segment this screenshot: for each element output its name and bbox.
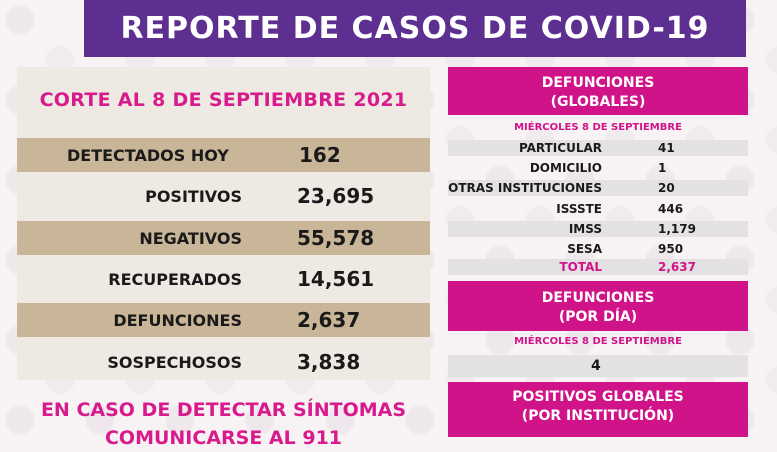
institution-row: ISSSTE 446 bbox=[448, 201, 748, 217]
institution-label: SESA bbox=[567, 242, 602, 256]
warning-line-2: COMUNICARSE AL 911 bbox=[104, 427, 343, 449]
institution-value: 41 bbox=[658, 141, 675, 155]
institution-row: OTRAS INSTITUCIONES 20 bbox=[448, 180, 748, 196]
stat-value: 23,695 bbox=[297, 184, 375, 208]
stat-value: 162 bbox=[299, 143, 341, 167]
institution-value: 20 bbox=[658, 181, 675, 195]
institution-row: SESA 950 bbox=[448, 241, 748, 257]
stat-label: SOSPECHOSOS bbox=[107, 352, 242, 372]
title-text: REPORTE DE CASOS DE COVID-19 bbox=[120, 11, 710, 46]
daily-deaths-title: DEFUNCIONES bbox=[541, 290, 655, 306]
stat-label: DEFUNCIONES bbox=[113, 310, 242, 330]
institution-row: DOMICILIO 1 bbox=[448, 160, 748, 176]
global-deaths-title: DEFUNCIONES bbox=[541, 75, 655, 91]
global-deaths-subtitle: (GLOBALES) bbox=[550, 94, 646, 110]
institution-value: 1 bbox=[658, 161, 667, 175]
institution-value: 950 bbox=[658, 242, 684, 256]
stat-row-suspected: SOSPECHOSOS 3,838 bbox=[17, 345, 430, 379]
daily-deaths-value: 4 bbox=[591, 358, 601, 374]
total-label: TOTAL bbox=[559, 260, 602, 274]
stat-row-negative: NEGATIVOS 55,578 bbox=[17, 221, 430, 255]
global-deaths-header: DEFUNCIONES (GLOBALES) bbox=[448, 67, 748, 115]
institution-value: 446 bbox=[658, 202, 684, 216]
stat-row-detected: DETECTADOS HOY 162 bbox=[17, 138, 430, 172]
positive-by-institution-header: POSITIVOS GLOBALES (POR INSTITUCIÓN) bbox=[448, 382, 748, 437]
stat-row-deaths: DEFUNCIONES 2,637 bbox=[17, 303, 430, 337]
symptom-warning: EN CASO DE DETECTAR SÍNTOMAS COMUNICARSE… bbox=[17, 396, 430, 452]
positive-subtitle: (POR INSTITUCIÓN) bbox=[521, 408, 675, 424]
daily-deaths-header: DEFUNCIONES (POR DÍA) bbox=[448, 281, 748, 331]
cutoff-date: CORTE AL 8 DE SEPTIEMBRE 2021 bbox=[39, 89, 408, 111]
stat-label: POSITIVOS bbox=[145, 186, 242, 206]
institution-total-row: TOTAL 2,637 bbox=[448, 259, 748, 275]
daily-deaths-row: 4 bbox=[448, 355, 748, 377]
institution-label: PARTICULAR bbox=[518, 141, 602, 155]
daily-deaths-subtitle: (POR DÍA) bbox=[558, 309, 638, 325]
daily-deaths-date: MIÉRCOLES 8 DE SEPTIEMBRE bbox=[514, 336, 682, 347]
page-title: REPORTE DE CASOS DE COVID-19 bbox=[84, 0, 746, 57]
warning-line-1: EN CASO DE DETECTAR SÍNTOMAS bbox=[40, 399, 407, 421]
stat-value: 3,838 bbox=[297, 350, 361, 374]
stat-value: 55,578 bbox=[297, 226, 375, 250]
stat-label: DETECTADOS HOY bbox=[67, 145, 229, 165]
stat-row-positive: POSITIVOS 23,695 bbox=[17, 179, 430, 213]
institution-label: DOMICILIO bbox=[529, 161, 602, 175]
stat-label: RECUPERADOS bbox=[108, 269, 242, 289]
stat-value: 14,561 bbox=[297, 267, 375, 291]
institution-label: ISSSTE bbox=[556, 202, 602, 216]
institution-row: IMSS 1,179 bbox=[448, 221, 748, 237]
institution-label: OTRAS INSTITUCIONES bbox=[448, 181, 602, 195]
institution-label: IMSS bbox=[568, 222, 602, 236]
positive-title: POSITIVOS GLOBALES bbox=[512, 389, 684, 405]
global-deaths-date: MIÉRCOLES 8 DE SEPTIEMBRE bbox=[514, 122, 682, 133]
stat-row-recovered: RECUPERADOS 14,561 bbox=[17, 262, 430, 296]
stat-label: NEGATIVOS bbox=[139, 228, 242, 248]
institution-value: 1,179 bbox=[658, 222, 696, 236]
total-value: 2,637 bbox=[658, 260, 696, 274]
institution-row: PARTICULAR 41 bbox=[448, 140, 748, 156]
stat-value: 2,637 bbox=[297, 308, 361, 332]
